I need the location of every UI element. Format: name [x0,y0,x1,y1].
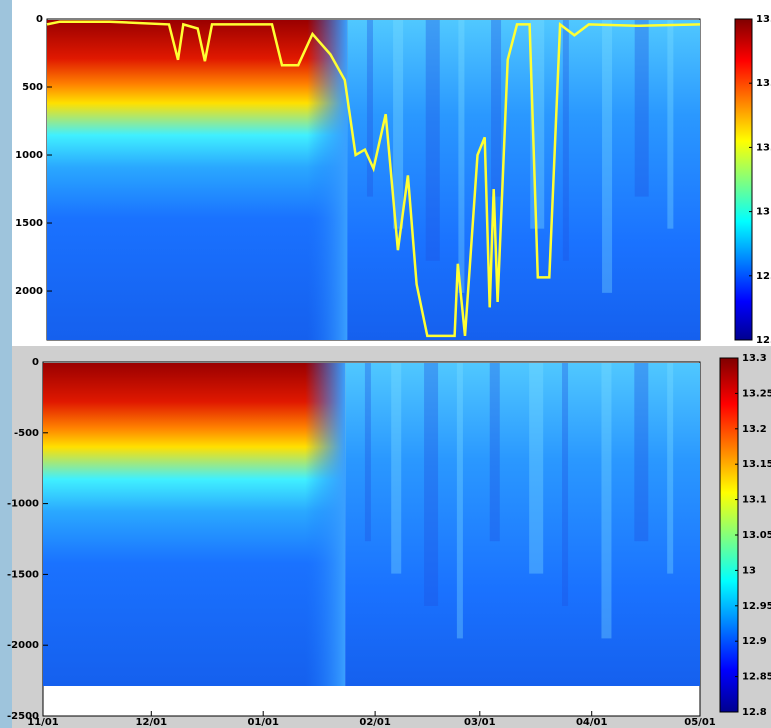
colorbar-tick-label: 13.1 [756,142,771,153]
heatmap-streak [425,20,440,261]
heatmap-field [305,363,346,686]
colorbar-tick-label: 13.25 [742,388,771,399]
heatmap-streak [667,363,674,574]
x-tick-label: 05/01 [684,717,716,728]
y-tick-label: -1500 [7,569,39,580]
colorbar [734,18,753,341]
x-tick-label: 12/01 [136,717,168,728]
y-tick-label: -1000 [7,499,39,510]
heatmap-streak [491,20,502,197]
heatmap-streak [562,20,569,261]
x-tick-label: 03/01 [464,717,496,728]
colorbar-tick-label: 12.9 [742,636,767,647]
y-tick-label: 1500 [15,218,43,229]
colorbar-tick-label: 12.95 [742,601,771,612]
colorbar-tick-label: 13.2 [742,424,767,435]
y-tick-label: -2500 [7,711,39,722]
y-tick-label: 1000 [15,150,43,161]
colorbar-tick-label: 12.85 [742,672,771,683]
heatmap-field [307,20,348,340]
heatmap-streak [456,363,463,639]
heatmap-field [47,20,348,340]
heatmap-streak [424,363,439,606]
heatmap-streak [634,20,649,197]
colorbar-tick-label: 13 [742,565,756,576]
x-tick-label: 11/01 [27,717,59,728]
colorbar-tick-label: 13.3 [756,14,771,25]
heatmap-streak [602,20,613,293]
y-tick-label: 2000 [15,286,43,297]
heatmap-streak [391,363,402,574]
heatmap-streak [667,20,674,229]
x-tick-label: 01/01 [247,717,279,728]
y-tick-label: 500 [22,82,43,93]
mixed-layer-line [46,20,701,338]
heatmap-streak [364,363,371,542]
colorbar-tick-label: 12.8 [742,707,767,718]
y-tick-label: -500 [14,428,39,439]
colorbar-tick-label: 13.2 [756,78,771,89]
colorbar-tick-label: 13 [756,207,770,218]
colorbar-tick-label: 12.8 [756,335,771,346]
colorbar-tick-label: 13.05 [742,530,771,541]
colorbar-tick-label: 13.3 [742,353,767,364]
colorbar-tick-label: 13.1 [742,495,767,506]
heatmap-streak [489,363,500,542]
heatmap-streak [393,20,404,229]
heatmap-streak [458,20,465,293]
colorbar-tick-label: 12.9 [756,271,771,282]
heatmap-streak [366,20,373,197]
window-border [0,0,12,728]
heatmap-streak [529,363,544,574]
x-tick-label: 04/01 [576,717,608,728]
heatmap-streak [634,363,649,542]
colorbar-tick-label: 13.15 [742,459,771,470]
heatmap-field [43,363,346,686]
heatmap-streak [562,363,569,606]
y-tick-label: 0 [36,14,43,25]
y-tick-label: 0 [32,357,39,368]
heatmap-field [345,363,700,686]
x-tick-label: 02/01 [359,717,391,728]
y-tick-label: -2000 [7,640,39,651]
heatmap-streak [601,363,612,639]
